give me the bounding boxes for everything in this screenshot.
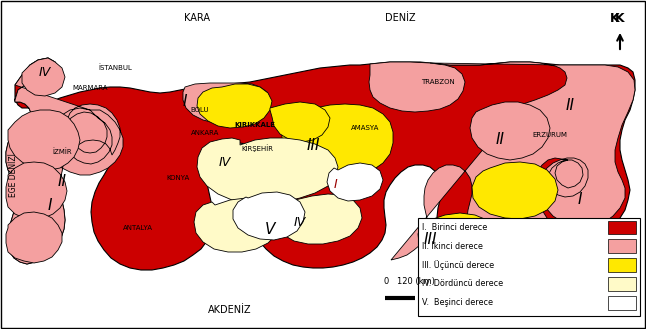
Text: III: III: [423, 233, 437, 247]
Bar: [608, 240, 636, 253]
Text: IV: IV: [294, 215, 306, 229]
Text: İSTANBUL: İSTANBUL: [98, 64, 132, 71]
Bar: [608, 221, 636, 234]
Text: KİRŞEHİR: KİRŞEHİR: [241, 144, 273, 152]
Text: II. İkinci derece: II. İkinci derece: [422, 242, 483, 251]
Text: I: I: [183, 94, 187, 110]
Polygon shape: [6, 58, 123, 264]
Bar: [608, 277, 636, 291]
Polygon shape: [197, 84, 272, 128]
Polygon shape: [8, 110, 80, 170]
Bar: [608, 258, 636, 272]
Polygon shape: [391, 62, 635, 262]
Polygon shape: [270, 102, 330, 142]
Text: KONYA: KONYA: [167, 175, 190, 181]
Text: AMASYA: AMASYA: [351, 125, 379, 131]
Polygon shape: [183, 83, 270, 124]
Text: EGE DENİZİ: EGE DENİZİ: [10, 153, 19, 197]
Text: IV. Dördüncü derece: IV. Dördüncü derece: [422, 279, 503, 289]
Text: K: K: [615, 12, 625, 25]
Bar: [608, 296, 636, 310]
Text: ERZURUM: ERZURUM: [532, 132, 567, 138]
Text: IV: IV: [219, 156, 231, 168]
Text: I: I: [578, 192, 582, 208]
Text: ANKARA: ANKARA: [191, 130, 219, 136]
Text: KARA: KARA: [184, 13, 210, 23]
Text: V: V: [265, 222, 275, 238]
Polygon shape: [327, 163, 383, 201]
Text: II: II: [57, 174, 67, 190]
Text: 120 (km): 120 (km): [397, 277, 435, 286]
Text: II: II: [495, 133, 505, 147]
Polygon shape: [472, 162, 558, 219]
Polygon shape: [233, 192, 305, 240]
Text: V.  Beşinci derece: V. Beşinci derece: [422, 298, 493, 307]
Bar: [418, 218, 640, 316]
Text: II: II: [565, 97, 574, 113]
Polygon shape: [6, 162, 67, 219]
Polygon shape: [418, 213, 500, 270]
Text: MARMARA: MARMARA: [72, 85, 108, 91]
Text: AKDENİZ: AKDENİZ: [208, 305, 252, 315]
Text: DENİZ: DENİZ: [384, 13, 415, 23]
Polygon shape: [197, 138, 338, 204]
Text: KIRIKKALE: KIRIKKALE: [234, 122, 275, 128]
Text: III. Üçüncü derece: III. Üçüncü derece: [422, 260, 494, 270]
Text: I: I: [48, 197, 52, 213]
Text: İZMİR: İZMİR: [52, 149, 72, 155]
Polygon shape: [282, 104, 393, 178]
Text: 0: 0: [383, 277, 388, 286]
Polygon shape: [470, 102, 550, 160]
Text: ANTALYA: ANTALYA: [123, 225, 153, 231]
Text: K: K: [610, 12, 620, 24]
Text: BOLU: BOLU: [191, 107, 209, 113]
Text: I: I: [334, 179, 338, 191]
Polygon shape: [6, 212, 62, 263]
Polygon shape: [272, 194, 362, 244]
Polygon shape: [6, 58, 635, 272]
Polygon shape: [22, 58, 65, 96]
Polygon shape: [194, 198, 280, 252]
Text: IV: IV: [39, 65, 51, 79]
Text: TRABZON: TRABZON: [421, 79, 455, 85]
Polygon shape: [369, 62, 465, 112]
Text: I.  Birinci derece: I. Birinci derece: [422, 223, 487, 232]
Text: III: III: [306, 138, 320, 153]
